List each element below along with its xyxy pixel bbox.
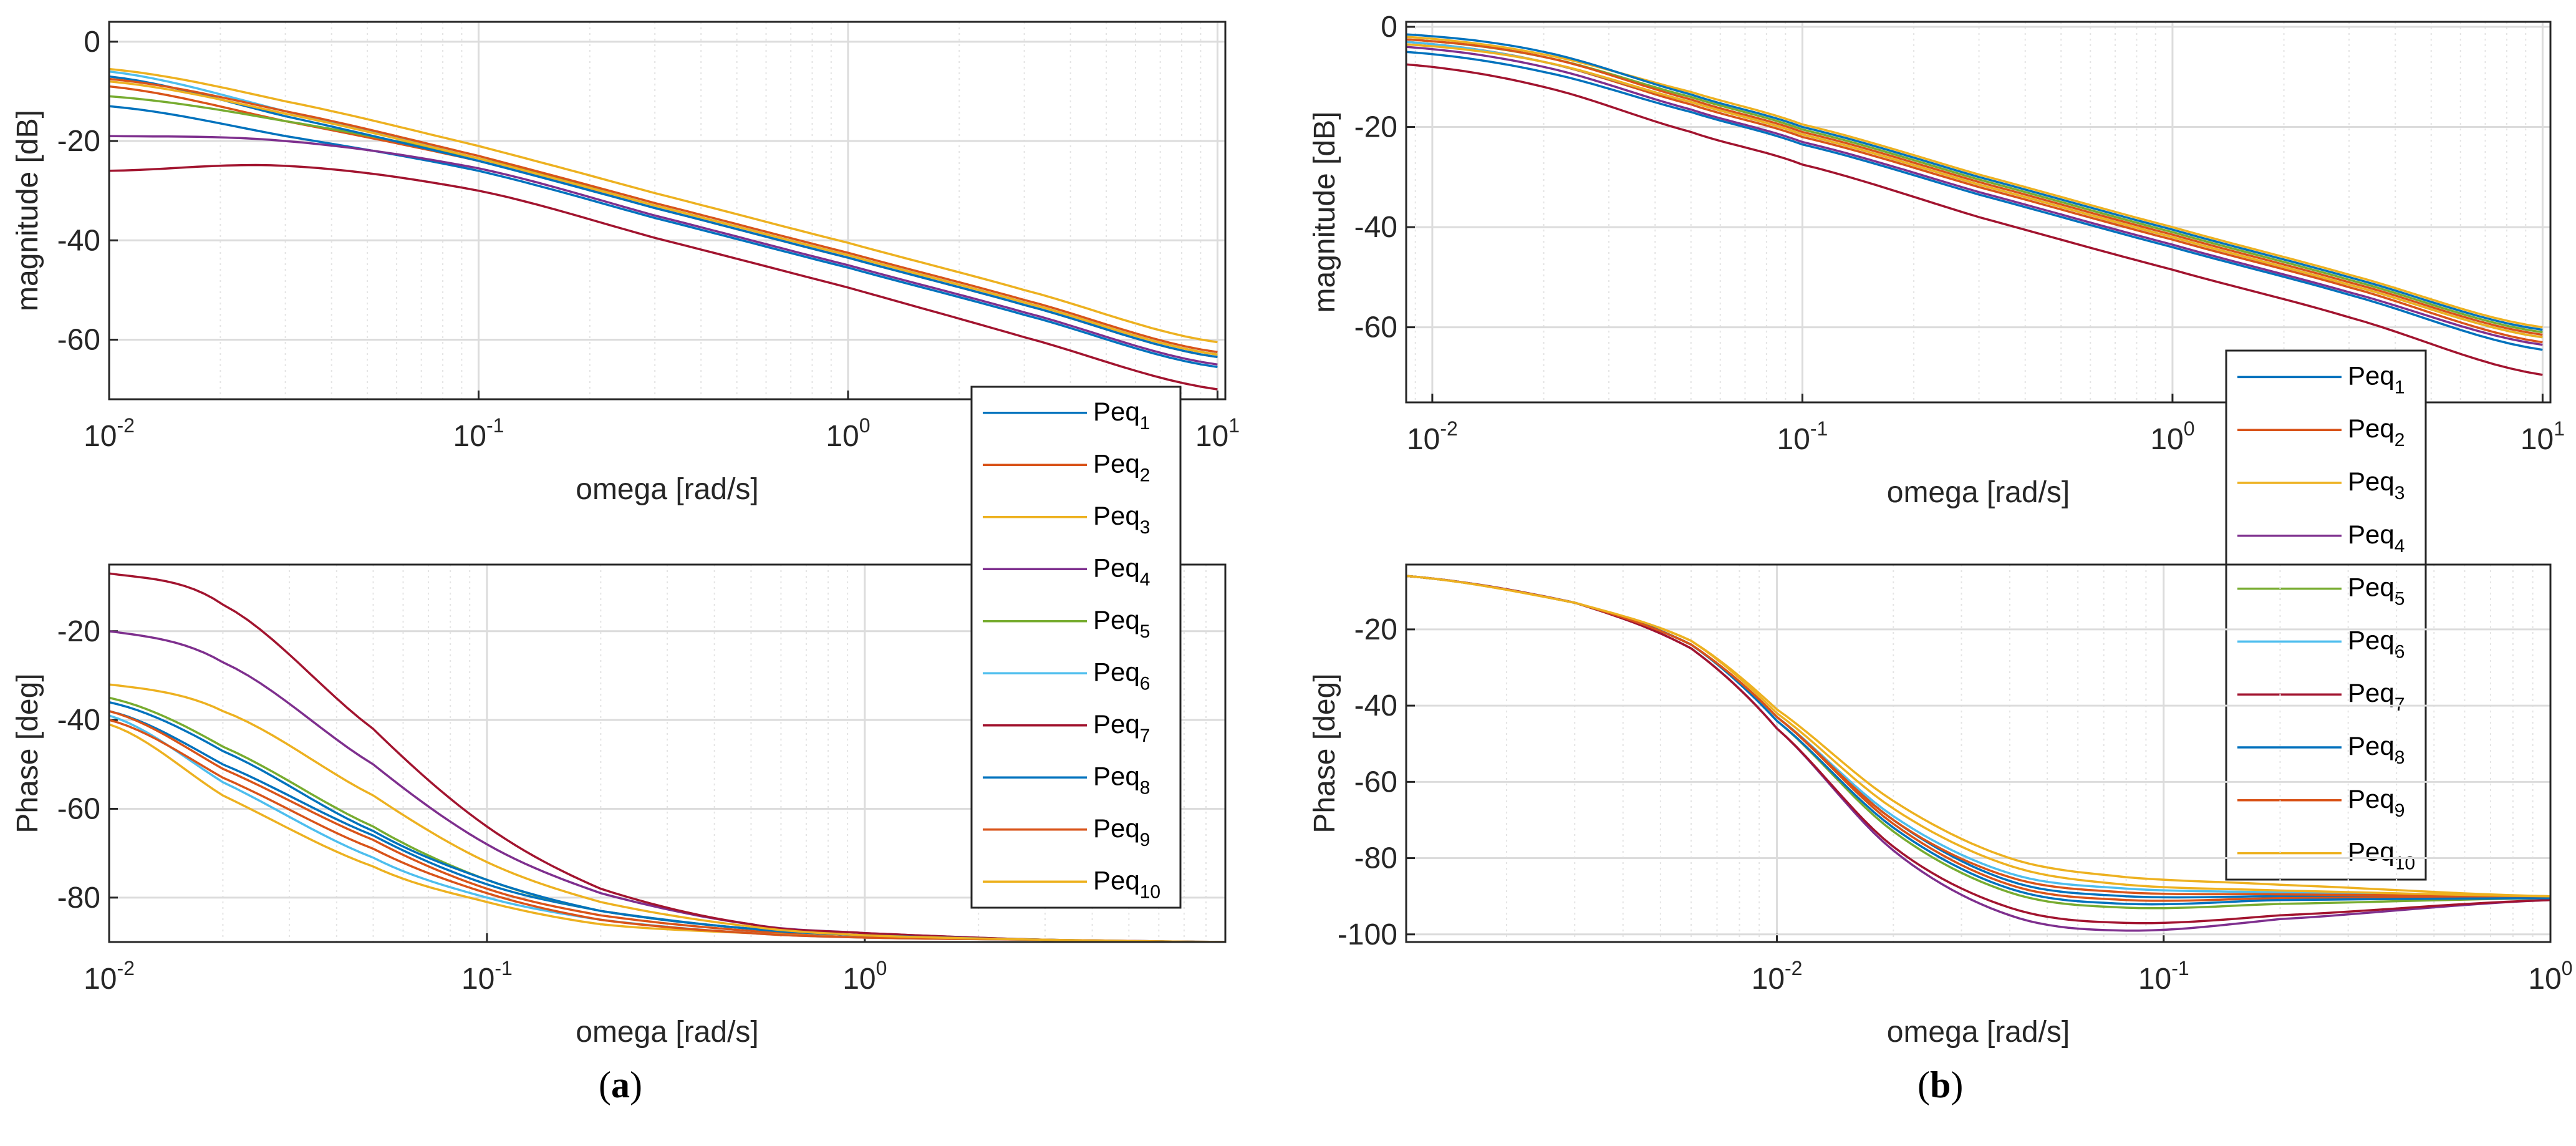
y-tick-label: -20: [1354, 111, 1397, 144]
legend-entry: Peq2: [2348, 414, 2405, 450]
y-tick-label: -60: [1354, 311, 1397, 344]
x-tick-label: 10-1: [453, 414, 504, 453]
x-tick-label: 10-2: [1407, 417, 1458, 456]
y-tick-label: -20: [57, 615, 100, 648]
legend-entry: Peq10: [1093, 865, 1160, 902]
series-line-peq9: [1406, 38, 2543, 336]
y-tick-label: 0: [1381, 11, 1397, 44]
series-line-peq4: [1406, 46, 2543, 346]
x-tick-label: 100: [2528, 957, 2572, 996]
y-tick-label: -60: [1354, 765, 1397, 799]
series-line-peq1: [1406, 51, 2543, 351]
y-axis-label: Phase [deg]: [1308, 673, 1341, 833]
x-tick-label: 10-2: [84, 414, 135, 453]
y-tick-label: -40: [57, 224, 100, 257]
legend-entry: Peq10: [2348, 837, 2415, 874]
legend-entry: Peq3: [2348, 467, 2405, 503]
y-tick-label: -40: [57, 704, 100, 737]
y-tick-label: 0: [84, 26, 100, 59]
panel-label-b: (b): [1918, 1064, 1964, 1105]
x-tick-label: 10-1: [461, 957, 513, 996]
y-axis-label: magnitude [dB]: [1308, 112, 1341, 313]
x-axis-label: omega [rad/s]: [1887, 1016, 2070, 1049]
legend-entry: Peq4: [2348, 520, 2405, 556]
series-line-peq10: [109, 80, 1218, 356]
series-line-peq4: [109, 135, 1218, 366]
legend-box: [2225, 349, 2427, 881]
b-phase-axes: 10-2 10-1 100 -20 -40 -60 -80 -100 omega [rad/s]…: [1308, 563, 2573, 1049]
y-axis-label: magnitude [dB]: [11, 110, 44, 311]
panel-label-a: (a): [599, 1064, 642, 1105]
x-axis-label: omega [rad/s]: [1887, 476, 2070, 509]
legend-entry: Peq1: [1093, 397, 1150, 434]
series-line-peq10: [109, 683, 1225, 942]
series-line-peq7: [109, 163, 1218, 391]
y-tick-label: -100: [1338, 918, 1397, 951]
y-tick-label: -20: [57, 125, 100, 158]
x-tick-label: 100: [2150, 417, 2194, 456]
series-line-peq10: [1406, 43, 2543, 339]
series-line-peq2: [109, 85, 1218, 359]
series-line-peq7: [1406, 63, 2543, 376]
legend-entry: Peq3: [1093, 501, 1150, 538]
axes-frame: [108, 21, 1227, 401]
y-tick-label: -80: [1354, 842, 1397, 875]
series-line-peq3: [1406, 36, 2543, 329]
y-tick-label: -60: [57, 323, 100, 356]
y-axis-label: Phase [deg]: [11, 673, 44, 833]
series-line-peq8: [1406, 33, 2543, 331]
axes-frame: [1405, 21, 2552, 404]
legend-entry: Peq1: [2348, 361, 2405, 397]
y-tick-label: -80: [57, 881, 100, 915]
series-line-peq9: [109, 77, 1218, 354]
x-tick-label: 10-2: [84, 957, 135, 996]
axes-frame: [108, 563, 1227, 943]
series-line-peq3: [109, 67, 1218, 344]
b-magnitude-axes: 10-2 10-1 100 101 0 -20 -40 -60 omega [rad/s] mag…: [1308, 11, 2565, 509]
y-tick-label: -20: [1354, 613, 1397, 646]
series-line-peq8: [109, 75, 1218, 359]
x-tick-label: 10-1: [1777, 417, 1828, 456]
x-tick-label: 100: [826, 414, 870, 453]
a-magnitude-axes: 10-2 10-1 100 101 0 -20 -40 -60 omega [rad/s] mag…: [11, 21, 1240, 506]
x-axis-label: omega [rad/s]: [576, 473, 758, 506]
legend-entry: Peq5: [1093, 605, 1150, 642]
series-line-peq1: [109, 105, 1218, 369]
legend-entry: Peq4: [1093, 553, 1150, 590]
legend-entry: Peq9: [2348, 784, 2405, 821]
series-line-peq2: [1406, 41, 2543, 344]
x-tick-label: 10-1: [2138, 957, 2189, 996]
legend-entry: Peq6: [1093, 657, 1150, 694]
axes-frame: [1405, 563, 2552, 943]
x-tick-label: 101: [1195, 414, 1240, 453]
legend: Peq1Peq2Peq3Peq4Peq5Peq6Peq7Peq8Peq9Peq1…: [2225, 349, 2427, 881]
legend-entry: Peq8: [1093, 761, 1150, 798]
legend-entry: Peq7: [1093, 709, 1150, 746]
legend-box: [970, 386, 1182, 909]
x-tick-label: 101: [2521, 417, 2565, 456]
x-tick-label: 100: [842, 957, 887, 996]
y-tick-label: -40: [1354, 211, 1397, 244]
series-line-peq10: [1406, 575, 2550, 898]
y-tick-label: -60: [57, 792, 100, 825]
x-tick-label: 10-2: [1752, 957, 1803, 996]
x-axis-label: omega [rad/s]: [576, 1016, 758, 1049]
legend: Peq1 Peq2 Peq3 Peq4 Peq5 Peq6 Peq7 Peq8 Peq9 Peq1…: [970, 386, 1182, 909]
legend-entry: Peq9: [1093, 813, 1150, 850]
legend-entry: Peq2: [1093, 449, 1150, 485]
y-tick-label: -40: [1354, 689, 1397, 722]
